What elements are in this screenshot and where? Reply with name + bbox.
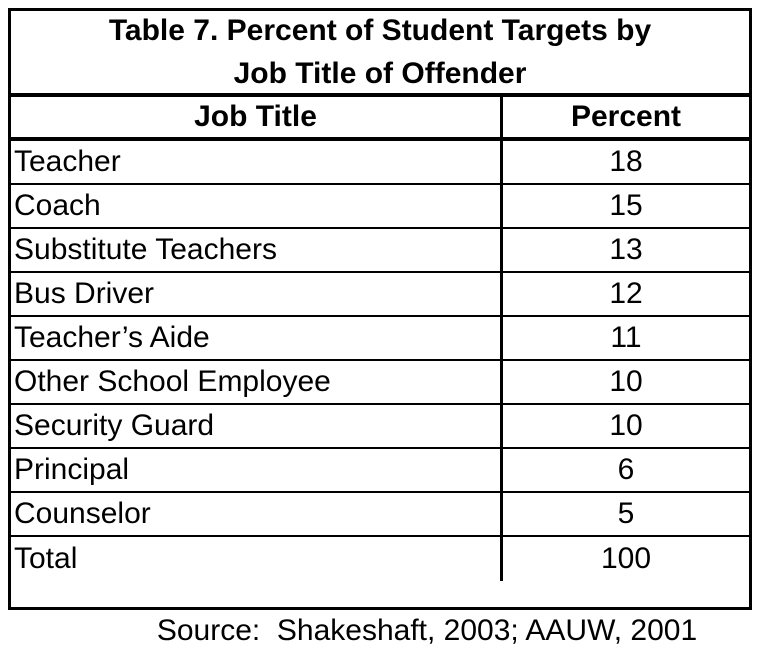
percent-cell: 12: [609, 277, 643, 310]
table-header-row: Job Title Percent: [11, 97, 749, 141]
percent-cell: 15: [609, 189, 643, 222]
percent-cell: 10: [609, 365, 643, 398]
job-title-cell: Total: [11, 537, 503, 581]
source-citation: Source: Shakeshaft, 2003; AAUW, 2001: [156, 614, 698, 647]
column-header-percent: Percent: [570, 100, 682, 133]
job-title-cell: Security Guard: [11, 405, 503, 447]
table-row: Other School Employee 10: [11, 361, 749, 405]
percent-cell: 5: [617, 497, 635, 530]
job-title-cell: Coach: [11, 185, 503, 227]
job-title-cell: Teacher’s Aide: [11, 317, 503, 359]
student-targets-table: Table 7. Percent of Student Targets by J…: [8, 8, 752, 610]
table-row-total: Total 100: [11, 537, 749, 581]
table-row: Teacher’s Aide 11: [11, 317, 749, 361]
job-title-cell: Substitute Teachers: [11, 229, 503, 271]
percent-cell: 10: [609, 409, 643, 442]
job-title-cell: Counselor: [11, 493, 503, 535]
table-title-line2: Job Title of Offender: [233, 57, 527, 90]
table-row: Teacher 18: [11, 141, 749, 185]
job-title-cell: Other School Employee: [11, 361, 503, 403]
table-title-line1: Table 7. Percent of Student Targets by: [108, 14, 652, 47]
percent-cell: 100: [600, 542, 652, 575]
table-row: Principal 6: [11, 449, 749, 493]
table-row: Coach 15: [11, 185, 749, 229]
percent-cell: 11: [610, 321, 642, 354]
percent-cell: 6: [617, 453, 635, 486]
percent-cell: 13: [609, 233, 643, 266]
percent-cell: 18: [609, 145, 643, 178]
table-title: Table 7. Percent of Student Targets by J…: [11, 11, 749, 97]
table-row: Counselor 5: [11, 493, 749, 537]
column-header-job-title: Job Title: [11, 97, 503, 137]
job-title-cell: Principal: [11, 449, 503, 491]
job-title-cell: Bus Driver: [11, 273, 503, 315]
table-row: Bus Driver 12: [11, 273, 749, 317]
table-row: Substitute Teachers 13: [11, 229, 749, 273]
job-title-cell: Teacher: [11, 141, 503, 183]
table-row: Security Guard 10: [11, 405, 749, 449]
